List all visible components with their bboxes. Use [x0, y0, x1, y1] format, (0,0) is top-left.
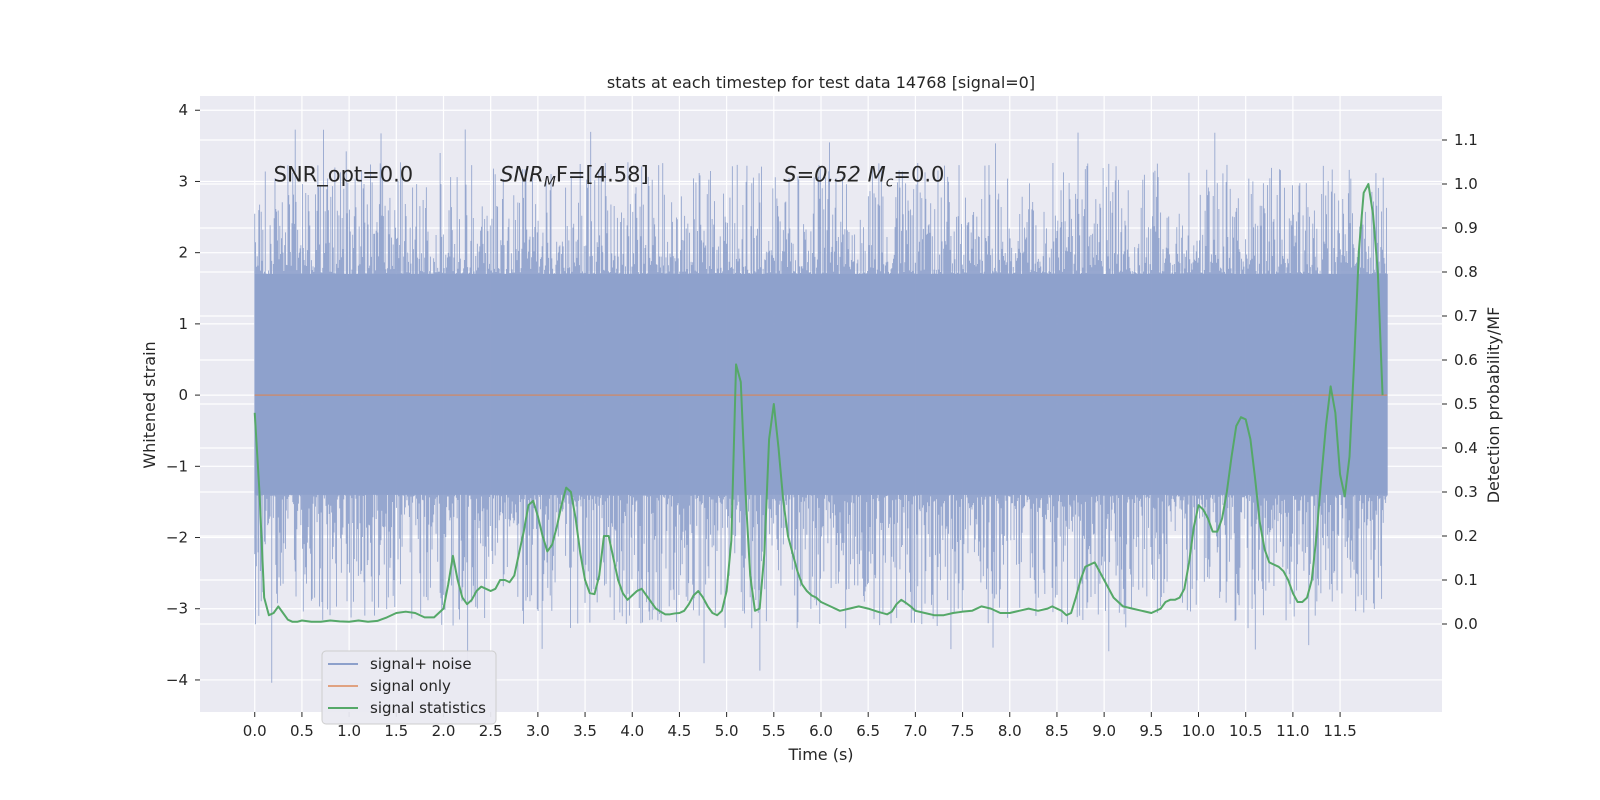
- x-tick-label-16: 8.0: [998, 722, 1022, 740]
- y2-tick-label-0: 0.0: [1454, 615, 1478, 633]
- y2-tick-label-4: 0.4: [1454, 439, 1478, 457]
- legend-label-signal-statistics: signal statistics: [370, 699, 486, 717]
- y2-tick-label-10: 1.0: [1454, 175, 1478, 193]
- y-tick-label-6: 2: [178, 244, 188, 262]
- annotation-2: S=0.52 Mc=0.0: [783, 162, 944, 190]
- signal-statistics-line: [253, 183, 1384, 623]
- x-tick-label-20: 10.0: [1182, 722, 1215, 740]
- x-tick-label-4: 2.0: [432, 722, 456, 740]
- series-signal-statistics: [253, 183, 1384, 623]
- noise-trace: [254, 129, 1388, 683]
- y-tick-label-7: 3: [178, 172, 188, 190]
- y-axis-left: −4 −3 −2 −1 0 1 2 3 4: [166, 101, 200, 689]
- y2-tick-label-6: 0.6: [1454, 351, 1478, 369]
- annotation-0: SNR_opt=0.0: [274, 162, 414, 187]
- x-tick-label-21: 10.5: [1229, 722, 1262, 740]
- y2-tick-label-8: 0.8: [1454, 263, 1478, 281]
- y-axis-right: 0.0 0.1 0.2 0.3 0.4 0.5 0.6 0.7 0.8 0.9 1.0 1.1: [1442, 131, 1478, 633]
- x-tick-label-23: 11.5: [1323, 722, 1356, 740]
- x-tick-label-3: 1.5: [384, 722, 408, 740]
- x-tick-label-9: 4.5: [668, 722, 692, 740]
- y-tick-label-1: −3: [166, 600, 188, 618]
- legend-box: [321, 650, 497, 725]
- x-tick-label-14: 7.0: [903, 722, 927, 740]
- x-tick-label-17: 8.5: [1045, 722, 1069, 740]
- y2-tick-label-5: 0.5: [1454, 395, 1478, 413]
- x-tick-label-7: 3.5: [573, 722, 597, 740]
- y2-tick-label-11: 1.1: [1454, 131, 1478, 149]
- annotation-1: SNRMF=[4.58]: [500, 162, 649, 190]
- x-tick-label-5: 2.5: [479, 722, 503, 740]
- y2-tick-label-2: 0.2: [1454, 527, 1478, 545]
- x-tick-label-6: 3.0: [526, 722, 550, 740]
- y-tick-label-3: −1: [166, 457, 188, 475]
- x-tick-label-22: 11.0: [1276, 722, 1309, 740]
- y2-tick-label-7: 0.7: [1454, 307, 1478, 325]
- x-tick-label-10: 5.0: [715, 722, 739, 740]
- x-tick-label-0: 0.0: [243, 722, 267, 740]
- annotations: SNR_opt=0.0 SNRMF=[4.58] S=0.52 Mc=0.0: [274, 162, 945, 190]
- x-tick-label-12: 6.0: [809, 722, 833, 740]
- legend-label-signal-noise: signal+ noise: [370, 655, 472, 673]
- y-tick-label-8: 4: [178, 101, 188, 119]
- y2-tick-label-3: 0.3: [1454, 483, 1478, 501]
- y-tick-label-4: 0: [178, 386, 188, 404]
- x-tick-label-19: 9.5: [1139, 722, 1163, 740]
- y2-tick-label-1: 0.1: [1454, 571, 1478, 589]
- y-tick-label-5: 1: [178, 315, 188, 333]
- x-tick-label-11: 5.5: [762, 722, 786, 740]
- y2-axis-label: Detection probability/MF: [1484, 307, 1503, 504]
- x-tick-label-13: 6.5: [856, 722, 880, 740]
- x-tick-label-1: 0.5: [290, 722, 314, 740]
- x-tick-label-2: 1.0: [337, 722, 361, 740]
- x-tick-label-18: 9.0: [1092, 722, 1116, 740]
- x-axis: 0.0 0.5 1.0 1.5 2.0 2.5 3.0 3.5 4.0 4.5 5.0 5.5 6.0 6…: [243, 712, 1357, 740]
- x-axis-label: Time (s): [787, 745, 853, 764]
- legend: signal+ noise signal only signal statist…: [321, 650, 497, 725]
- x-tick-label-8: 4.0: [620, 722, 644, 740]
- x-tick-label-15: 7.5: [951, 722, 975, 740]
- legend-label-signal-only: signal only: [370, 677, 451, 695]
- y-axis-label: Whitened strain: [140, 341, 159, 468]
- y-tick-label-0: −4: [166, 671, 188, 689]
- series-signal-noise: [254, 129, 1388, 683]
- chart-title: stats at each timestep for test data 147…: [607, 73, 1035, 92]
- y2-tick-label-9: 0.9: [1454, 219, 1478, 237]
- y-tick-label-2: −2: [166, 529, 188, 547]
